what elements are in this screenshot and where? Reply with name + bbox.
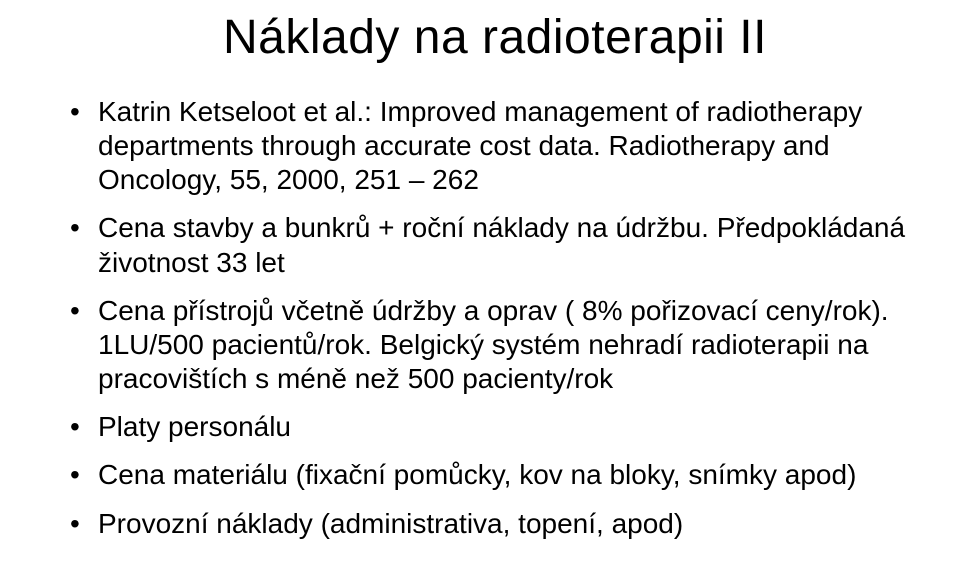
list-item: Cena přístrojů včetně údržby a oprav ( 8…	[70, 294, 920, 396]
bullet-list: Katrin Ketseloot et al.: Improved manage…	[70, 95, 920, 541]
list-item: Katrin Ketseloot et al.: Improved manage…	[70, 95, 920, 197]
slide-title: Náklady na radioterapii II	[70, 10, 920, 65]
list-item: Platy personálu	[70, 410, 920, 444]
list-item: Cena stavby a bunkrů + roční náklady na …	[70, 211, 920, 279]
list-item: Cena materiálu (fixační pomůcky, kov na …	[70, 458, 920, 492]
list-item: Provozní náklady (administrativa, topení…	[70, 507, 920, 541]
slide: Náklady na radioterapii II Katrin Ketsel…	[0, 0, 960, 585]
